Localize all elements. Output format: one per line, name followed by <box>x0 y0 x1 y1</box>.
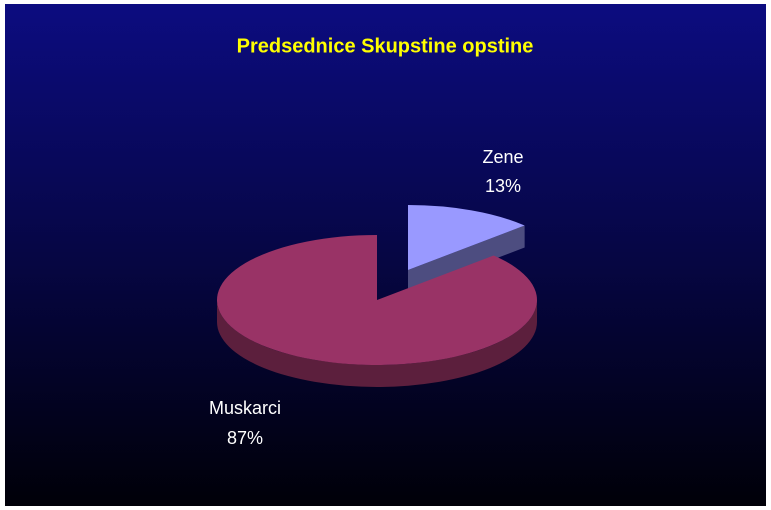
slice-value-label: 13% <box>485 176 521 196</box>
pie <box>216 205 538 387</box>
slice-value-label: 87% <box>227 428 263 448</box>
slice-label: Muskarci <box>209 398 281 418</box>
slice <box>408 205 525 270</box>
slice-label: Zene <box>482 147 523 167</box>
slice-cut <box>408 225 525 292</box>
chart-title: Predsednice Skupstine opstine <box>237 35 534 57</box>
background <box>5 4 766 506</box>
slice-side <box>217 300 537 387</box>
slice <box>216 235 538 365</box>
